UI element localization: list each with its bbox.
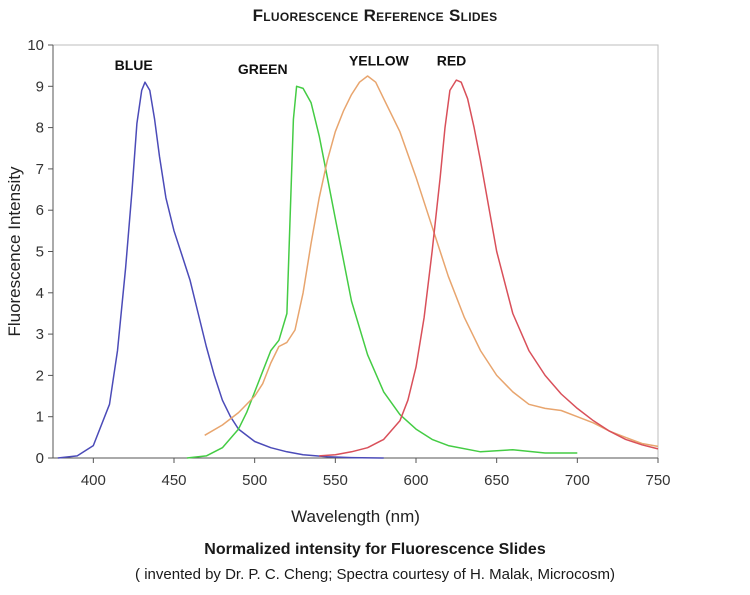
y-tick-label: 3	[36, 326, 44, 343]
y-tick-label: 8	[36, 120, 44, 137]
series-line-red	[319, 79, 659, 457]
caption-title: Normalized intensity for Fluorescence Sl…	[204, 541, 546, 558]
series-label-yellow: YELLOW	[349, 53, 410, 69]
x-tick-label: 450	[161, 472, 186, 489]
y-tick-label: 10	[27, 37, 44, 54]
x-tick-label: 650	[484, 472, 509, 489]
series-line-yellow	[204, 75, 659, 448]
x-tick-label: 600	[403, 472, 428, 489]
y-tick-label: 4	[36, 285, 44, 302]
chart-title: Fluorescence Reference Slides	[252, 6, 498, 25]
series-label-green: GREEN	[238, 61, 288, 77]
y-tick-label: 5	[36, 244, 44, 261]
y-tick-label: 0	[36, 450, 44, 467]
y-tick-label: 1	[36, 409, 44, 426]
fluorescence-spectra-chart: 0 1 2 3 4 5 6 7 8 9 10 400 450 500 550 600 650 700 750 Wave…	[5, 37, 671, 526]
y-tick-label: 6	[36, 202, 44, 219]
x-axis-label: Wavelength (nm)	[291, 507, 420, 526]
series-line-green	[186, 85, 578, 459]
y-tick-label: 9	[36, 78, 44, 95]
x-tick-label: 500	[242, 472, 267, 489]
x-tick-label: 400	[81, 472, 106, 489]
x-tick-label: 700	[565, 472, 590, 489]
x-tick-label: 750	[645, 472, 670, 489]
y-axis-label: Fluorescence Intensity	[5, 166, 24, 337]
y-tick-label: 7	[36, 161, 44, 178]
series-label-red: RED	[437, 53, 467, 69]
series-line-blue	[57, 81, 384, 459]
x-tick-label: 550	[323, 472, 348, 489]
series-label-blue: BLUE	[115, 57, 153, 73]
plot-frame	[52, 44, 659, 459]
caption-credits: ( invented by Dr. P. C. Cheng; Spectra c…	[135, 566, 615, 583]
y-tick-label: 2	[36, 367, 44, 384]
